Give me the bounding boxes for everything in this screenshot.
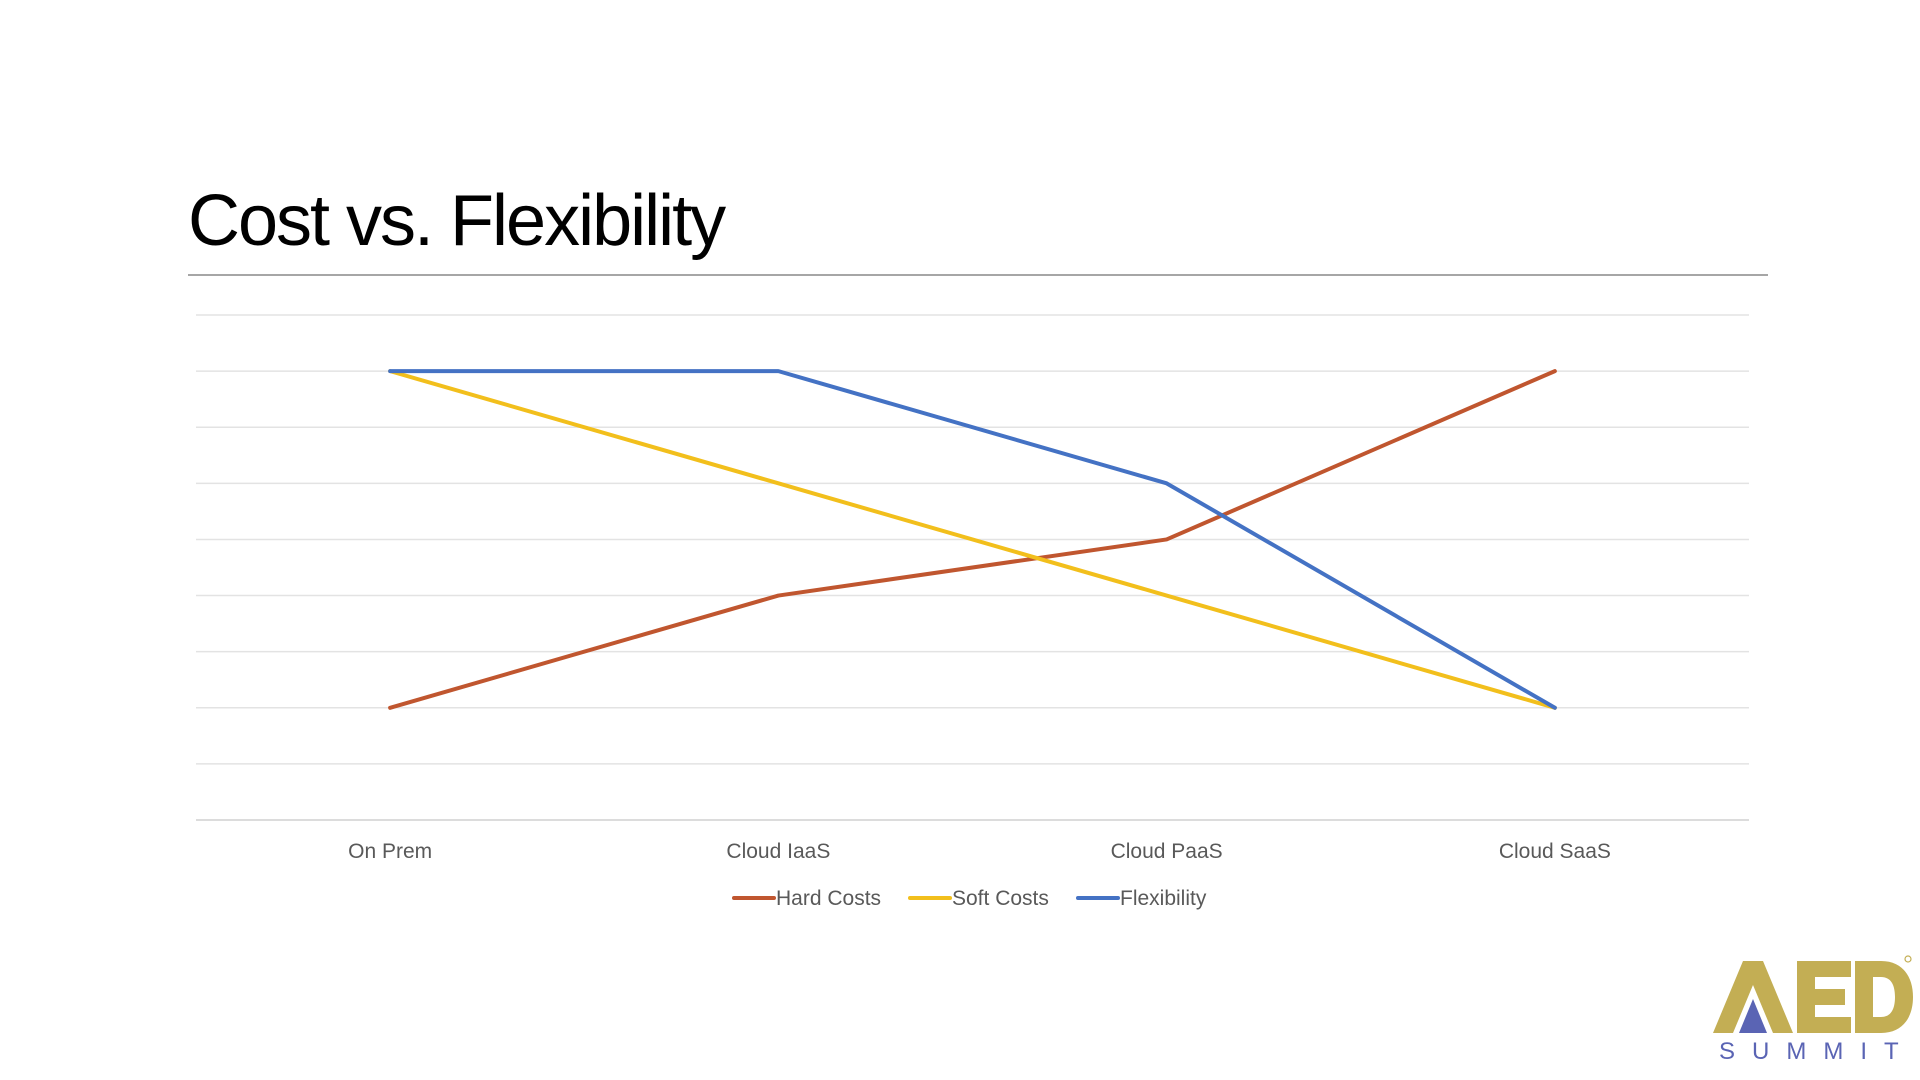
legend-label: Soft Costs	[952, 887, 1049, 910]
chart-series-lines	[388, 369, 1557, 710]
chart-x-tick-labels: On Prem Cloud IaaS Cloud PaaS Cloud SaaS	[348, 840, 1611, 863]
series-line-soft-costs	[388, 369, 1557, 710]
series-line-hard-costs	[388, 369, 1557, 710]
registered-mark	[1904, 955, 1912, 963]
legend-item-soft-costs: Soft Costs	[908, 887, 1049, 910]
x-tick-label: Cloud IaaS	[726, 840, 830, 863]
slide-title: Cost vs. Flexibility	[188, 181, 726, 261]
legend-item-flexibility: Flexibility	[1076, 887, 1207, 910]
logo-letter-d	[1855, 961, 1913, 1033]
legend-label: Flexibility	[1120, 887, 1207, 910]
logo-subtitle: SUMMIT	[1719, 1038, 1915, 1065]
x-tick-label: Cloud PaaS	[1111, 840, 1223, 863]
legend-item-hard-costs: Hard Costs	[732, 887, 881, 910]
series-line-flexibility	[388, 369, 1557, 710]
logo-letter-e	[1797, 961, 1851, 1033]
legend-label: Hard Costs	[776, 887, 881, 910]
x-tick-label: Cloud SaaS	[1499, 840, 1611, 863]
x-tick-label: On Prem	[348, 840, 432, 863]
chart-legend: Hard Costs Soft Costs Flexibility	[732, 887, 1207, 910]
logo-letter-a	[1713, 961, 1793, 1033]
aed-summit-logo: SUMMIT	[1713, 955, 1915, 1065]
chart-gridlines	[196, 314, 1749, 821]
logo-triangle	[1739, 999, 1767, 1033]
title-divider	[188, 274, 1768, 276]
